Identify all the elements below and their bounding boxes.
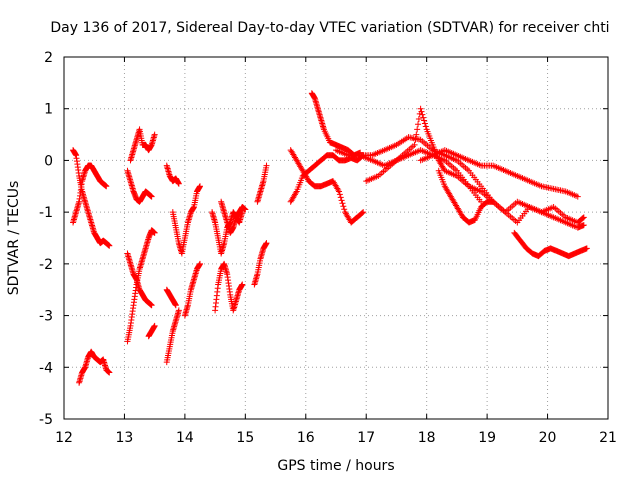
y-tick-label: 0 (44, 153, 53, 169)
data-point (420, 114, 427, 121)
data-point (292, 189, 299, 196)
data-point (106, 369, 113, 376)
x-tick-label: 14 (176, 430, 194, 446)
data-point (103, 183, 110, 190)
data-point (412, 136, 419, 143)
data-point (415, 121, 422, 128)
series-track-13 (181, 260, 203, 319)
data-point (197, 260, 203, 267)
series-track-4 (124, 227, 158, 345)
data-point (579, 215, 586, 222)
series-track-7 (124, 167, 155, 205)
x-tick-label: 17 (357, 430, 375, 446)
data-point (151, 229, 158, 236)
data-point (148, 302, 155, 309)
data-point (360, 209, 367, 216)
data-point (478, 198, 485, 205)
data-point (336, 188, 343, 195)
data-point (336, 191, 343, 198)
data-points (70, 90, 590, 386)
x-tick-label: 12 (55, 430, 73, 446)
x-tick-label: 15 (236, 430, 254, 446)
y-tick-label: -5 (39, 412, 53, 428)
data-point (422, 123, 429, 130)
data-point (263, 240, 270, 247)
series-track-18 (254, 162, 270, 205)
series-track-2 (70, 162, 110, 226)
data-point (242, 206, 249, 213)
series-track-16 (218, 198, 249, 236)
data-point (359, 209, 366, 216)
y-tick-label: -2 (39, 257, 53, 273)
x-tick-label: 16 (297, 430, 315, 446)
x-tick-label: 21 (599, 430, 617, 446)
data-point (419, 111, 426, 118)
data-point (413, 131, 420, 138)
series-track-26 (435, 167, 497, 226)
x-tick-label: 13 (116, 430, 134, 446)
data-point (580, 214, 587, 221)
data-point (417, 105, 424, 112)
data-point (151, 131, 158, 138)
y-tick-label: -3 (39, 309, 53, 325)
series-track-11 (163, 307, 182, 366)
series-track-9 (163, 162, 182, 187)
x-tick-label: 19 (478, 430, 496, 446)
data-point (421, 120, 428, 127)
series-track-6 (127, 126, 158, 164)
data-point (172, 302, 179, 309)
data-point (490, 198, 497, 205)
data-point (339, 200, 346, 207)
chart-title: Day 136 of 2017, Sidereal Day-to-day VTE… (50, 20, 609, 36)
series-track-27 (511, 229, 590, 260)
data-point (340, 203, 347, 210)
series-track-8 (145, 322, 158, 340)
y-tick-label: -4 (39, 360, 53, 376)
series-track-3 (76, 348, 113, 386)
y-tick-label: 2 (44, 50, 53, 66)
series-track-12 (169, 183, 203, 257)
data-point (151, 322, 158, 329)
data-point (263, 162, 270, 169)
data-point (239, 281, 246, 288)
data-point (580, 222, 587, 229)
x-tick-label: 18 (418, 430, 436, 446)
data-point (583, 245, 590, 252)
series-track-17 (251, 240, 270, 288)
series-track-1 (70, 147, 113, 249)
data-point (106, 242, 113, 249)
x-tick-label: 20 (539, 430, 557, 446)
data-point (175, 307, 182, 314)
plot-border (63, 56, 609, 420)
data-point (421, 117, 428, 124)
series-track-20 (287, 147, 367, 226)
series-track-25 (417, 147, 581, 200)
data-point (148, 193, 155, 200)
data-point (341, 206, 348, 213)
data-point (338, 197, 345, 204)
data-point (335, 186, 342, 193)
data-point (197, 183, 203, 190)
data-point (414, 126, 421, 133)
y-tick-label: -1 (39, 205, 53, 221)
data-point (418, 108, 425, 115)
x-axis-label: GPS time / hours (277, 458, 394, 474)
y-tick-label: 1 (44, 102, 53, 118)
series-track-5 (124, 250, 155, 309)
series-track-15 (212, 260, 246, 314)
data-point (411, 141, 418, 148)
data-point (574, 193, 581, 200)
data-point (175, 180, 182, 187)
data-point (415, 116, 422, 123)
series-track-10 (163, 286, 179, 309)
data-point (337, 194, 344, 201)
y-axis-label: SDTVAR / TECUs (6, 181, 22, 296)
